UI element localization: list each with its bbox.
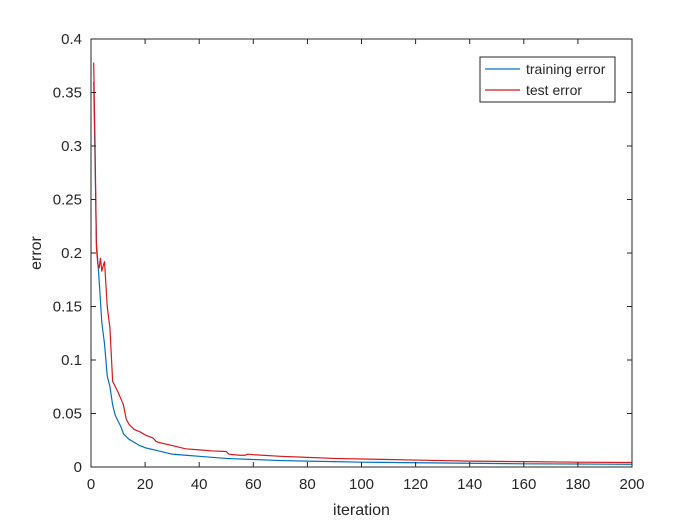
y-tick-label: 0.4	[61, 31, 82, 48]
x-tick-label: 100	[349, 476, 374, 493]
x-axis-label: iteration	[333, 502, 390, 519]
x-tick-label: 200	[619, 476, 644, 493]
y-axis-label: error	[28, 235, 45, 269]
ticks-layer: 0 20 40 60 80 100 120 140 160 180 200 0 0.05 0.1 0.15 0…	[53, 31, 645, 493]
x-tick-label: 40	[191, 476, 208, 493]
y-tick-label: 0	[74, 459, 82, 476]
x-tick-label: 140	[457, 476, 482, 493]
legend: training error test error	[479, 56, 616, 103]
legend-label-training-error: training error	[526, 61, 606, 77]
x-tick-label: 160	[511, 476, 536, 493]
y-tick-label: 0.05	[53, 406, 82, 423]
legend-box	[479, 56, 616, 103]
y-tick-label: 0.35	[53, 85, 82, 102]
plot-frame	[90, 38, 633, 468]
legend-label-test-error: test error	[526, 82, 582, 98]
series-line-test-error	[93, 62, 633, 464]
y-tick-label: 0.25	[53, 192, 82, 209]
x-tick-label: 60	[245, 476, 262, 493]
y-tick-label: 0.15	[53, 299, 82, 316]
y-tick-label: 0.1	[61, 352, 82, 369]
x-tick-label: 80	[299, 476, 316, 493]
plot-background	[91, 39, 632, 467]
y-tick-label: 0.3	[61, 138, 82, 155]
x-tick-label: 180	[565, 476, 590, 493]
y-tick-label: 0.2	[61, 245, 82, 262]
x-tick-label: 0	[87, 476, 95, 493]
x-tick-label: 120	[403, 476, 428, 493]
x-tick-label: 20	[137, 476, 154, 493]
